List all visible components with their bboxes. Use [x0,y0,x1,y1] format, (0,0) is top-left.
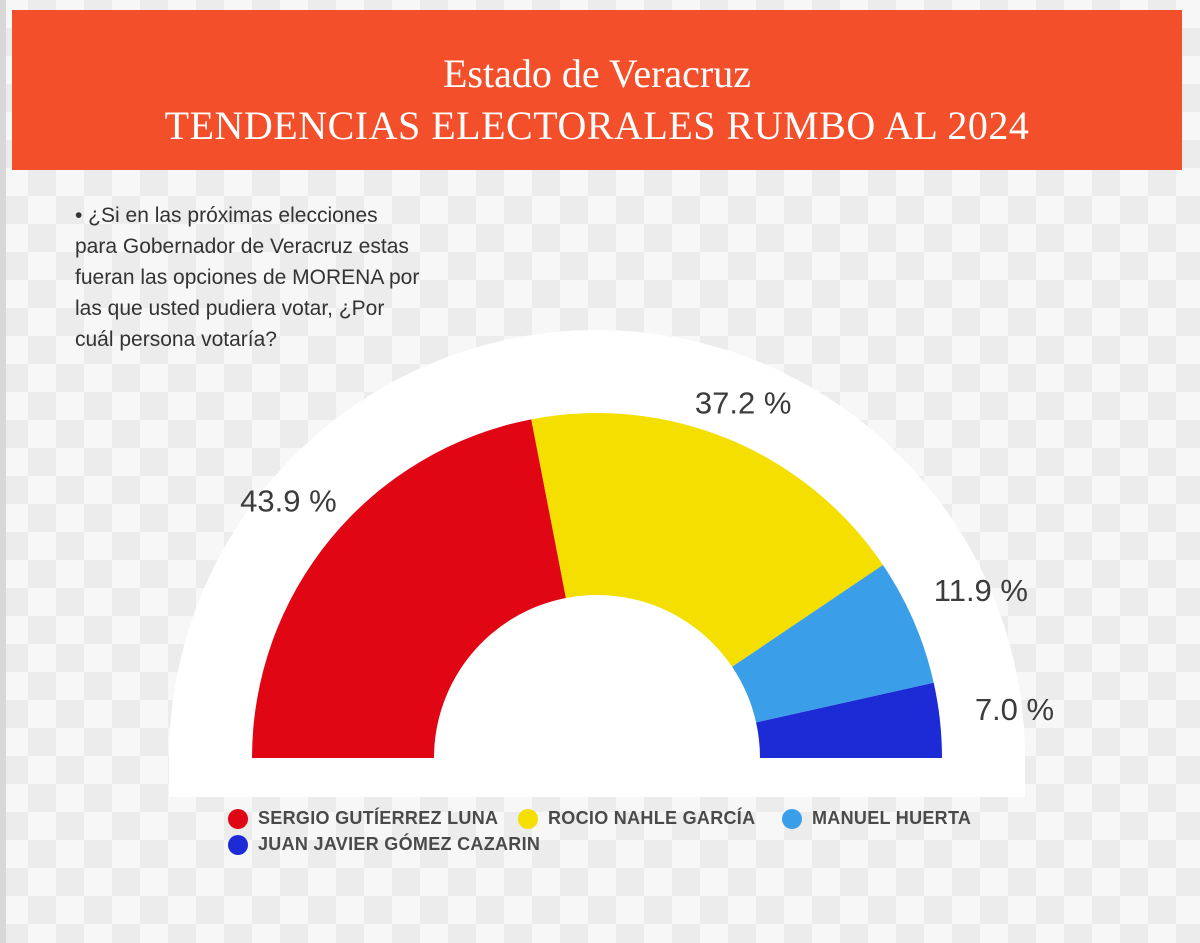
question-line: para Gobernador de Veracruz estas [75,235,409,258]
question-line: las que usted pudiera votar, ¿Por [75,297,385,320]
question-line: fueran las opciones de MORENA por [75,266,420,289]
chart-value-label: 43.9 % [240,484,337,519]
chart-slice [732,564,934,723]
chart-value-label: 7.0 % [975,692,1054,727]
question-line: • ¿Si en las próximas elecciones [75,204,378,227]
chart-value-label: 11.9 % [934,573,1028,608]
header-banner: Estado de Veracruz TENDENCIAS ELECTORALE… [12,10,1182,170]
chart-slice [531,413,883,667]
chart-value-label: 37.2 % [695,385,792,420]
chart-slice [756,682,942,758]
chart-value-labels: 43.9 % 37.2 % 11.9 % 7.0 % [240,385,1054,727]
chart-slice [252,419,566,758]
survey-question: • ¿Si en las próximas elecciones para Go… [75,200,465,355]
chart-slices [252,413,942,758]
header-subtitle: TENDENCIAS ELECTORALES RUMBO AL 2024 [164,103,1030,148]
question-line: cuál persona votaría? [75,328,277,351]
header-title: Estado de Veracruz [442,51,751,96]
frame-border [0,0,6,943]
